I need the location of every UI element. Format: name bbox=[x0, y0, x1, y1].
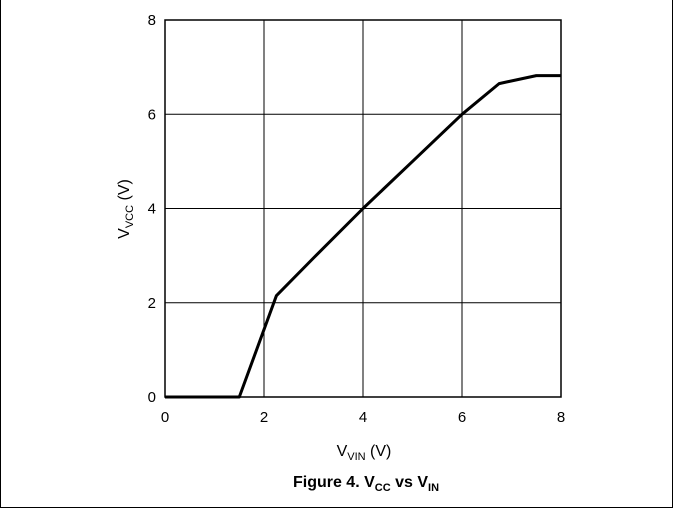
y-tick-label-4: 8 bbox=[148, 12, 156, 29]
y-axis-label-main: V bbox=[116, 228, 133, 239]
figure-caption: Figure 4. VCC vs VIN bbox=[293, 474, 439, 494]
x-tick-label-0: 0 bbox=[161, 409, 169, 426]
y-tick-label-0: 0 bbox=[148, 389, 156, 406]
y-tick-label-3: 6 bbox=[148, 106, 156, 123]
x-tick-labels: 0 2 4 6 8 bbox=[161, 409, 565, 426]
x-axis-label-main: V bbox=[337, 443, 348, 460]
y-tick-labels: 0 2 4 6 8 bbox=[148, 12, 156, 406]
x-axis-label-unit: (V) bbox=[366, 443, 392, 460]
x-tick-label-4: 8 bbox=[557, 409, 565, 426]
x-axis-label: VVIN (V) bbox=[337, 443, 392, 463]
caption-sub-in: IN bbox=[428, 482, 439, 494]
series-layer bbox=[165, 74, 561, 399]
series-line-0 bbox=[165, 74, 561, 399]
plot-frame bbox=[164, 19, 562, 398]
caption-prefix: Figure 4. V bbox=[293, 474, 375, 491]
y-tick-label-2: 4 bbox=[148, 201, 156, 218]
x-tick-label-3: 6 bbox=[458, 409, 466, 426]
x-tick-label-1: 2 bbox=[260, 409, 268, 426]
y-axis-label-unit: (V) bbox=[116, 179, 133, 205]
y-tick-label-1: 2 bbox=[148, 295, 156, 312]
x-tick-label-2: 4 bbox=[359, 409, 367, 426]
y-axis-label: VVCC (V) bbox=[116, 179, 136, 239]
caption-sub-cc: CC bbox=[375, 482, 391, 494]
y-axis-label-sub: VCC bbox=[124, 205, 136, 228]
caption-middle: vs V bbox=[391, 474, 429, 491]
x-axis-label-sub: VIN bbox=[347, 451, 365, 463]
